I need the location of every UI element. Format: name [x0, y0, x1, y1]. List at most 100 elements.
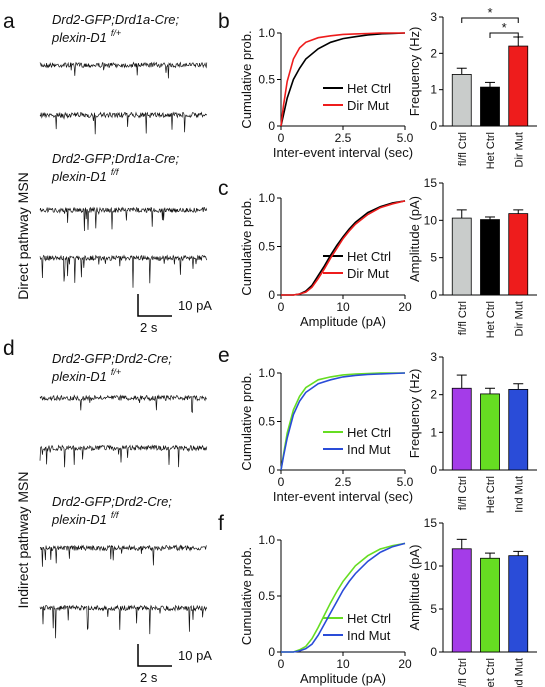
x-category-label: fl/fl Ctrl — [457, 132, 469, 166]
y-tick-label: 0 — [268, 119, 275, 133]
x-tick-label: 0 — [278, 300, 285, 314]
bar-het-ctrl — [480, 86, 500, 127]
legend-label: Ind Mut — [347, 628, 391, 643]
y-tick-label: 15 — [424, 176, 438, 190]
y-tick-label: 10 — [424, 559, 438, 573]
y-tick-label: 0.5 — [258, 415, 275, 429]
scalebar-bottom-amp: 10 pA — [178, 648, 212, 663]
trace-a1-1 — [39, 61, 208, 79]
y-axis-label: Frequency (Hz) — [407, 369, 422, 459]
x-tick-label: 0 — [278, 131, 285, 145]
bar-het-ctrl — [480, 557, 500, 653]
x-category-label: fl/fl Ctrl — [457, 301, 469, 335]
scalebar-top-time: 2 s — [140, 320, 158, 335]
legend-label: Dir Mut — [347, 98, 389, 113]
y-tick-label: 10 — [424, 213, 438, 227]
x-category-label: Het Ctrl — [485, 476, 497, 513]
bar-fl-fl-ctrl — [451, 387, 472, 471]
bar-panel-f: 0 5 10 15 Amplitude (pA) fl/fl Ctrl Het Ctrl In… — [407, 516, 537, 687]
legend-label: Ind Mut — [347, 442, 391, 457]
x-category-label: fl/fl Ctrl — [457, 658, 469, 687]
significance-star: * — [487, 5, 492, 20]
y-axis-label: Frequency (Hz) — [407, 27, 422, 117]
trace-d1-1 — [39, 394, 208, 414]
y-tick-label: 0 — [430, 119, 437, 133]
recording-traces — [39, 61, 208, 639]
legend-label: Het Ctrl — [347, 249, 391, 264]
scalebar-bottom-time: 2 s — [140, 670, 158, 685]
x-category-label: Het Ctrl — [485, 658, 497, 687]
y-tick-label: 1.0 — [258, 26, 275, 40]
series-line-het-ctrl — [280, 372, 405, 471]
y-tick-label: 1.0 — [258, 366, 275, 380]
x-tick-label: 5.0 — [397, 131, 414, 145]
bar-ind-mut — [508, 388, 529, 471]
y-tick-label: 0.5 — [258, 240, 275, 254]
series-line-ind-mut — [281, 542, 406, 653]
x-tick-label: 20 — [398, 300, 412, 314]
legend-label: Het Ctrl — [347, 611, 391, 626]
y-axis-label: Amplitude (pA) — [407, 545, 422, 631]
y-tick-label: 0 — [430, 463, 437, 477]
y-axis-label: Cumulative prob. — [239, 547, 254, 645]
x-axis-label: Amplitude (pA) — [300, 671, 386, 686]
y-tick-label: 0.5 — [258, 73, 275, 87]
trace-a1-2 — [39, 111, 208, 135]
y-tick-label: 1.0 — [258, 191, 275, 205]
panel-letter-a: a — [3, 10, 15, 33]
y-tick-label: 0 — [268, 645, 275, 659]
y-tick-label: 0 — [430, 645, 437, 659]
y-tick-label: 0 — [268, 288, 275, 302]
y-tick-label: 3 — [430, 10, 437, 24]
legend-label: Dir Mut — [347, 266, 389, 281]
y-tick-label: 5 — [430, 602, 437, 616]
genotype-a2-line2: plexin-D1 f/f — [51, 167, 120, 184]
panel-letter-f: f — [218, 512, 224, 535]
y-tick-label: 15 — [424, 516, 438, 530]
bar-fl-fl-ctrl — [451, 74, 472, 127]
x-category-label: Dir Mut — [513, 132, 525, 167]
y-axis-label: Amplitude (pA) — [407, 196, 422, 282]
scalebar-top: 10 pA 2 s — [137, 294, 212, 335]
x-tick-label: 2.5 — [335, 131, 352, 145]
x-axis-label: Inter-event interval (sec) — [273, 145, 413, 160]
y-tick-label: 1.0 — [258, 533, 275, 547]
genotype-a1-line1: Drd2-GFP;Drd1a-Cre; — [52, 12, 180, 27]
genotype-d2-line1: Drd2-GFP;Drd2-Cre; — [52, 494, 172, 509]
x-category-label: fl/fl Ctrl — [457, 476, 469, 510]
bar-fl-fl-ctrl — [451, 548, 472, 653]
genotype-a2-line1: Drd2-GFP;Drd1a-Cre; — [52, 151, 180, 166]
side-label-indirect: Indirect pathway MSN — [15, 472, 31, 609]
bar-panel-b: 0 1 2 3 Frequency (Hz) fl/fl Ctrl Het Ctrl Dir … — [407, 5, 537, 169]
bar-ind-mut — [508, 555, 529, 653]
significance-bracket-outer — [461, 17, 519, 23]
y-axis-label: Cumulative prob. — [239, 30, 254, 128]
series-line-dir-mut — [280, 32, 405, 127]
bar-panel-e: 0 1 2 3 Frequency (Hz) fl/fl Ctrl Het Ctrl Ind … — [407, 350, 537, 513]
genotype-a1-line2: plexin-D1 f/+ — [51, 28, 121, 45]
legend-label: Het Ctrl — [347, 81, 391, 96]
x-category-label: Het Ctrl — [485, 301, 497, 338]
panel-letter-c: c — [218, 177, 229, 200]
y-tick-label: 0 — [430, 288, 437, 302]
bar-dir-mut — [508, 213, 529, 296]
legend-label: Het Ctrl — [347, 425, 391, 440]
series-line-dir-mut — [281, 200, 406, 296]
scalebar-bottom: 10 pA 2 s — [137, 644, 212, 685]
bar-het-ctrl — [480, 219, 500, 296]
panel-letter-e: e — [218, 344, 230, 367]
series-line-het-ctrl — [281, 542, 406, 653]
trace-d1-2 — [39, 444, 208, 468]
panel-letter-d: d — [3, 337, 15, 360]
trace-a2-2 — [39, 254, 208, 288]
cdf-panel-f: 0 0.5 1.0 0 10 20 Amplitude (pA) Cumulative pro… — [239, 533, 412, 686]
side-label-direct: Direct pathway MSN — [15, 172, 31, 300]
x-tick-label: 0 — [278, 475, 285, 489]
y-tick-label: 0.5 — [258, 589, 275, 603]
series-line-ind-mut — [280, 372, 406, 471]
bar-het-ctrl — [480, 393, 500, 471]
